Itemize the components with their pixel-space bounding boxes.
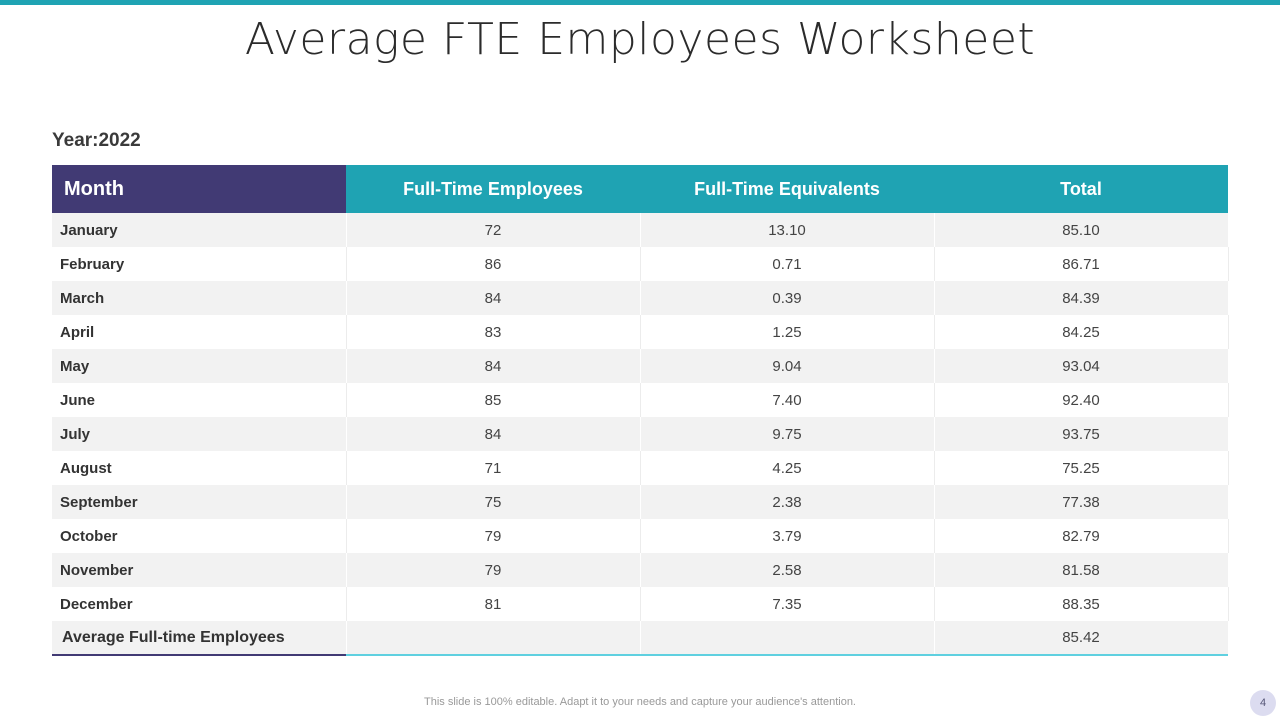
cell-full-time-employees: 84 [346, 417, 641, 451]
fte-table: Month Full-Time Employees Full-Time Equi… [52, 165, 1229, 654]
cell-full-time-employees: 79 [346, 553, 641, 587]
cell-month: April [52, 315, 347, 349]
header-full-time-equivalents: Full-Time Equivalents [640, 165, 934, 213]
cell-full-time-equivalents: 1.25 [640, 315, 935, 349]
table-body: January 72 13.10 85.10 February 86 0.71 86.71 Ma… [52, 213, 1229, 654]
average-total: 85.42 [934, 621, 1229, 654]
table-header-row: Month Full-Time Employees Full-Time Equi… [52, 165, 1228, 213]
header-total: Total [934, 165, 1228, 213]
cell-full-time-employees: 81 [346, 587, 641, 621]
table-row: July 84 9.75 93.75 [52, 417, 1229, 451]
page-title: Average FTE Employees Worksheet [244, 14, 1036, 65]
header-month: Month [52, 165, 346, 213]
cell-full-time-employees: 71 [346, 451, 641, 485]
cell-month: May [52, 349, 347, 383]
cell-full-time-equivalents: 4.25 [640, 451, 935, 485]
header-full-time-employees: Full-Time Employees [346, 165, 640, 213]
cell-full-time-employees: 72 [346, 213, 641, 247]
cell-full-time-equivalents: 2.38 [640, 485, 935, 519]
cell-full-time-equivalents: 7.40 [640, 383, 935, 417]
cell-full-time-employees: 85 [346, 383, 641, 417]
cell-full-time-equivalents: 9.04 [640, 349, 935, 383]
cell-full-time-equivalents: 0.39 [640, 281, 935, 315]
cell-total: 86.71 [934, 247, 1229, 281]
table-row: April 83 1.25 84.25 [52, 315, 1229, 349]
cell-full-time-employees: 86 [346, 247, 641, 281]
cell-total: 84.25 [934, 315, 1229, 349]
table-row: September 75 2.38 77.38 [52, 485, 1229, 519]
top-accent-bar [0, 0, 1280, 5]
table-row: December 81 7.35 88.35 [52, 587, 1229, 621]
cell-total: 81.58 [934, 553, 1229, 587]
cell-full-time-equivalents: 3.79 [640, 519, 935, 553]
table-row: February 86 0.71 86.71 [52, 247, 1229, 281]
table-row: August 71 4.25 75.25 [52, 451, 1229, 485]
average-row-underline-left [52, 654, 346, 656]
average-row-underline-right [346, 654, 1228, 656]
cell-full-time-equivalents: 13.10 [640, 213, 935, 247]
cell-month: July [52, 417, 347, 451]
cell-full-time-employees: 84 [346, 281, 641, 315]
cell-full-time-equivalents: 7.35 [640, 587, 935, 621]
cell-month: November [52, 553, 347, 587]
cell-total: 93.04 [934, 349, 1229, 383]
cell-month: September [52, 485, 347, 519]
cell-total: 93.75 [934, 417, 1229, 451]
cell-month: June [52, 383, 347, 417]
cell-total: 84.39 [934, 281, 1229, 315]
cell-full-time-employees: 75 [346, 485, 641, 519]
average-row: Average Full-time Employees 85.42 [52, 621, 1229, 654]
cell-full-time-employees: 83 [346, 315, 641, 349]
cell-total: 92.40 [934, 383, 1229, 417]
cell-total: 82.79 [934, 519, 1229, 553]
cell-full-time-equivalents: 9.75 [640, 417, 935, 451]
average-empty-cell [640, 621, 935, 654]
table-row: March 84 0.39 84.39 [52, 281, 1229, 315]
cell-full-time-equivalents: 2.58 [640, 553, 935, 587]
year-label: Year:2022 [52, 130, 141, 151]
table-row: January 72 13.10 85.10 [52, 213, 1229, 247]
cell-month: October [52, 519, 347, 553]
table-row: October 79 3.79 82.79 [52, 519, 1229, 553]
table-row: May 84 9.04 93.04 [52, 349, 1229, 383]
cell-full-time-employees: 84 [346, 349, 641, 383]
footer-note: This slide is 100% editable. Adapt it to… [424, 696, 856, 708]
cell-month: August [52, 451, 347, 485]
cell-total: 85.10 [934, 213, 1229, 247]
cell-total: 75.25 [934, 451, 1229, 485]
cell-month: January [52, 213, 347, 247]
cell-full-time-employees: 79 [346, 519, 641, 553]
page-number-badge: 4 [1250, 690, 1276, 716]
cell-month: February [52, 247, 347, 281]
average-label: Average Full-time Employees [52, 621, 347, 654]
cell-month: December [52, 587, 347, 621]
average-empty-cell [346, 621, 641, 654]
cell-full-time-equivalents: 0.71 [640, 247, 935, 281]
table-row: June 85 7.40 92.40 [52, 383, 1229, 417]
cell-month: March [52, 281, 347, 315]
cell-total: 88.35 [934, 587, 1229, 621]
cell-total: 77.38 [934, 485, 1229, 519]
table-row: November 79 2.58 81.58 [52, 553, 1229, 587]
